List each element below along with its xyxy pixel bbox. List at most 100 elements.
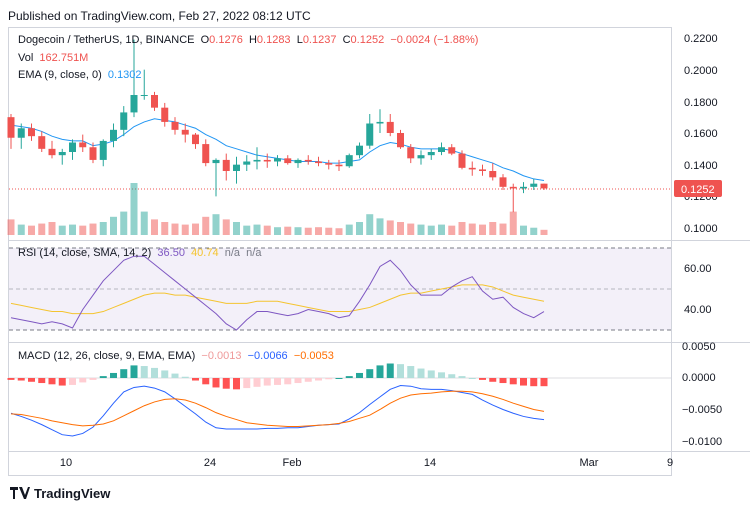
volume-bar xyxy=(509,211,517,235)
candle-body xyxy=(540,183,548,189)
chart-border xyxy=(8,27,672,476)
candle-body xyxy=(397,133,404,148)
price-tick: 0.1400 xyxy=(684,160,718,172)
candle-body xyxy=(171,121,179,130)
candle-body xyxy=(151,95,158,108)
symbol-name: Dogecoin / TetherUS, 1D, BINANCE xyxy=(18,34,195,46)
macd-histogram-bar xyxy=(171,373,179,378)
candle-body xyxy=(58,152,66,156)
volume-bar xyxy=(48,222,56,235)
rsi-legend: RSI (14, close, SMA, 14, 2) 36.50 40.74 … xyxy=(18,247,261,259)
volume-bar xyxy=(315,227,322,235)
volume-bar xyxy=(489,222,497,235)
macd-histogram-bar xyxy=(151,367,158,378)
macd-histogram-bar xyxy=(489,378,497,382)
ema-legend: EMA (9, close, 0) 0.1302 xyxy=(18,69,142,81)
volume-bar xyxy=(458,222,466,235)
macd-histogram-bar xyxy=(202,378,210,385)
volume-bar xyxy=(222,219,230,235)
candle-body xyxy=(335,164,343,167)
macd-histogram-bar xyxy=(315,378,322,381)
volume-bar xyxy=(417,224,425,235)
volume-bar xyxy=(69,224,76,235)
candle-body xyxy=(499,177,507,187)
macd-histogram-bar xyxy=(407,366,415,378)
macd-histogram-bar xyxy=(345,376,353,378)
volume-bar xyxy=(530,227,538,235)
volume-bar xyxy=(263,225,271,235)
candle-body xyxy=(417,155,425,159)
macd-histogram-bar xyxy=(540,378,548,387)
candle-body xyxy=(479,169,486,171)
macd-histogram-bar xyxy=(458,376,466,378)
volume-bar xyxy=(58,225,66,235)
volume-bar xyxy=(540,229,548,235)
candle-body xyxy=(253,159,261,162)
volume-bar xyxy=(253,224,261,235)
high-label: H xyxy=(248,34,257,46)
candle-body xyxy=(325,163,333,165)
candle-body xyxy=(120,112,128,130)
candle-body xyxy=(89,147,97,160)
macd-histogram-bar xyxy=(386,363,394,378)
candle-body xyxy=(130,95,138,113)
volume-bar xyxy=(438,224,445,235)
volume-bar xyxy=(28,225,35,235)
macd-histogram-bar xyxy=(161,370,169,378)
volume-bar xyxy=(274,227,281,235)
low-value: 0.1237 xyxy=(302,34,337,46)
macd-layer xyxy=(7,363,548,437)
brand-name: TradingView xyxy=(34,486,111,501)
candle-body xyxy=(202,144,210,164)
macd-histogram-bar xyxy=(192,378,199,381)
macd-histogram-bar xyxy=(448,374,456,378)
macd-hist-value: −0.0013 xyxy=(201,350,242,362)
candle-body xyxy=(489,171,497,178)
volume-bar xyxy=(427,225,435,235)
volume-bar xyxy=(407,223,415,235)
volume-bars xyxy=(7,183,548,235)
macd-histogram-bar xyxy=(479,378,486,380)
macd-tick: −0.0050 xyxy=(682,404,722,416)
candle-body xyxy=(294,159,302,164)
candle-body xyxy=(99,140,107,160)
macd-histogram-bar xyxy=(530,378,538,387)
candle-body xyxy=(212,159,220,164)
macd-histogram-bar xyxy=(243,378,251,389)
price-axis: 0.2200 0.2000 0.1800 0.1600 0.1400 0.120… xyxy=(684,33,718,235)
macd-histogram-bar xyxy=(212,378,220,388)
volume-bar xyxy=(38,223,46,235)
rsi-sma-line xyxy=(10,284,545,315)
close-label: C xyxy=(342,34,351,46)
volume-bar xyxy=(448,225,456,235)
macd-tick: 0.0000 xyxy=(682,372,716,384)
ema-value: 0.1302 xyxy=(107,69,142,81)
candle-body xyxy=(79,142,87,148)
macd-histogram-bar xyxy=(99,376,107,378)
macd-histogram-bar xyxy=(325,378,333,380)
ema-label: EMA (9, close, 0) xyxy=(18,69,102,81)
volume-bar xyxy=(192,223,199,235)
macd-histogram-bar xyxy=(335,378,343,379)
candle-body xyxy=(38,136,46,149)
candle-body xyxy=(304,159,312,162)
macd-histogram-bar xyxy=(7,378,15,380)
volume-bar xyxy=(130,183,138,235)
macd-signal-line xyxy=(10,390,545,428)
volume-bar xyxy=(499,223,507,235)
volume-bar xyxy=(479,224,486,235)
time-tick: Mar xyxy=(580,457,599,469)
macd-histogram-bar xyxy=(120,369,128,378)
time-axis: 10 24 Feb 14 Mar 9 xyxy=(60,457,673,469)
volume-bar xyxy=(356,222,363,235)
macd-legend: MACD (12, 26, close, 9, EMA, EMA) −0.001… xyxy=(18,350,334,362)
volume-bar xyxy=(79,225,87,235)
volume-bar xyxy=(468,223,476,235)
low-label: L xyxy=(296,34,303,46)
volume-bar xyxy=(140,211,148,235)
candle-body xyxy=(243,161,251,165)
published-header: Published on TradingView.com, Feb 27, 20… xyxy=(8,9,311,23)
time-tick: 10 xyxy=(60,457,72,469)
volume-bar xyxy=(335,228,343,235)
